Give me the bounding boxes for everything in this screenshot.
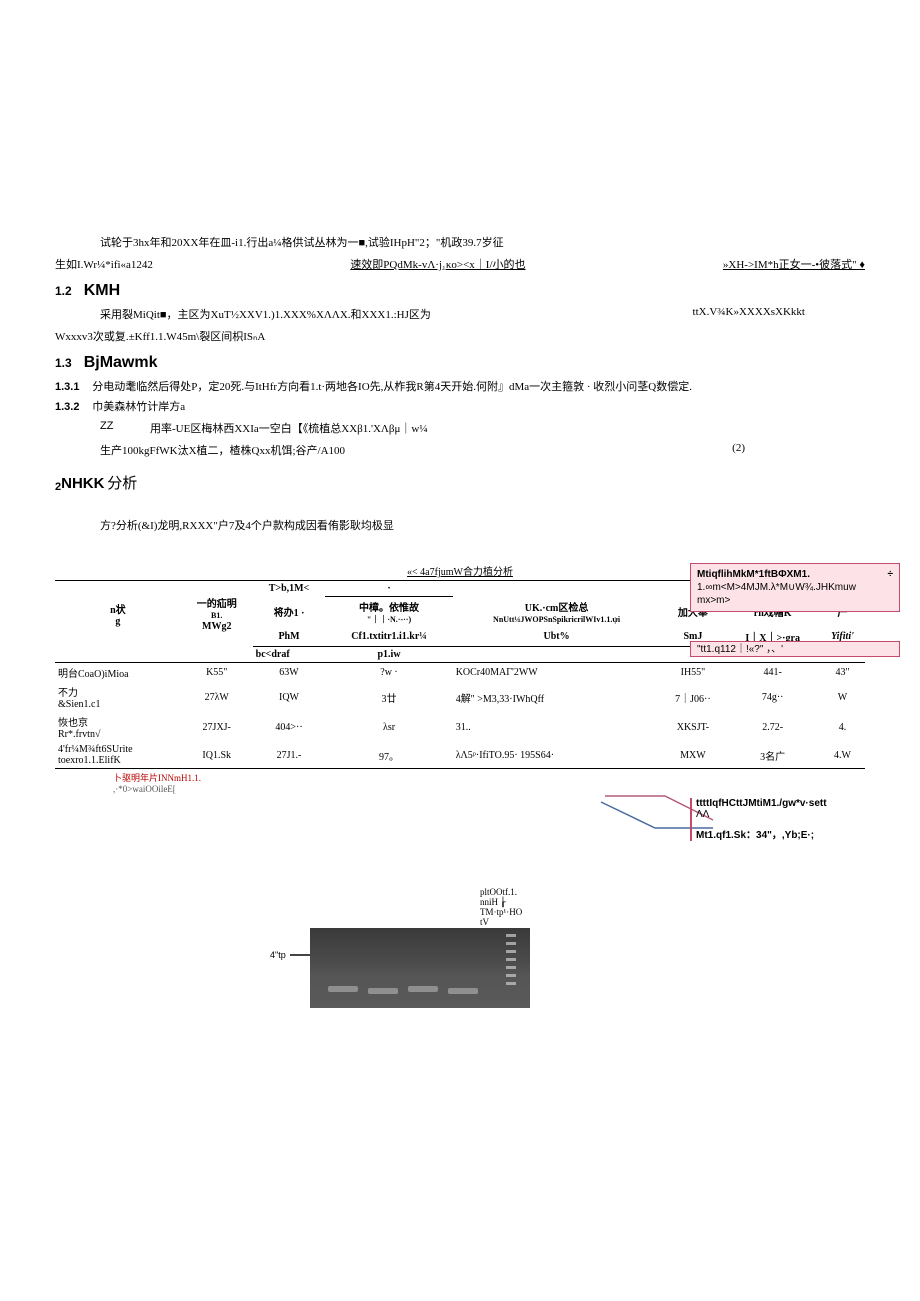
p12a-left: 采用裂MiQit■，主区为XuT½XXV1.)1.XXX%XΛΛX.和XXX1.… [100,306,431,322]
comment-balloon-2[interactable]: "tt1.q112｜!«?" ，、' [690,641,900,657]
table-intro: 方?分析(&I)龙明,RXXX"户7及4个户款构成因看侑影耿均极显 [55,517,865,533]
gel-left-text: 4"tp [270,950,286,960]
table-row: 不力&Sien1.c127λWIQW3廿4解" >M3,33·IWhQff7｜J… [55,682,865,712]
th-sub-l: bc<draf [253,647,326,663]
p132: 1.3.2 巾美森林竹计岸方a [55,398,865,414]
sec-1-2-num: 1.2 [55,284,72,298]
p132-num: 1.3.2 [55,401,79,413]
row1-right-link[interactable]: ->IM*h正女一-•彼落式" [744,259,856,271]
sec-1-3-num: 1.3 [55,356,72,370]
gel-image [310,928,530,1008]
th-c4c: Ubt% [453,627,661,647]
row1-right: »XH->IM*h正女一-•彼落式" ♦ [723,256,865,272]
section-2-heading: 2NHKK 分析 [55,472,865,493]
comment1-line2: 1.∞m<M>4MJM.λ*M∪W¾.JHKmuw [697,581,893,594]
p12a-row: 采用裂MiQit■，主区为XuT½XXV1.)1.XXX%XΛΛX.和XXX1.… [55,306,865,322]
table-row: 4'fr¼M¾ft6SUritetoexro1.1.ElifKIQ1.Sk27J… [55,742,865,769]
zz-label: ZZ [55,420,110,436]
gel-top-3: tV [480,918,560,928]
th-c3a: · [325,581,452,597]
document-page: 试轮于3hx年和20XX年在皿-i1.行出a¼格供试丛林为一■,试验IHpH"2… [0,0,920,1048]
row1-left: 生如I.Wr¼*ifi«a1242 [55,256,153,272]
comment1-line3: mx>m> [697,594,893,607]
row1-mid: 速效即PQdMk-vΛ·j₁κo><x｜I/小的也 [350,256,525,272]
sec-2-title: NHKK [61,475,104,492]
gel-figure: pltOOtf.1. nniH ┟ TM·tp¹·HO tV 4"tp [310,928,610,1008]
zz-text: 用率-UE区梅林西XXIa一空白【《梳植总XXβ1.'XΛβμ｜w¼ [110,420,865,436]
eq-left: 生产100kgFfWK汰X植二，楂株Qxx机饵;谷产/A100 [100,442,345,458]
eq-right: (2) [732,442,745,458]
split-row-1: 生如I.Wr¼*ifi«a1242 速效即PQdMk-vΛ·j₁κo><x｜I/… [55,256,865,272]
comment1-marker: ÷ [888,568,894,581]
th-c3b: 中樟。依惟故"｜｜·N.·-··) [325,597,452,628]
th-c4a: UK.·cm区检总NnUtt¼JWOPSnSpikricrilWIv1.1.ψi [453,597,661,628]
equation-row: 生产100kgFfWK汰X植二，楂株Qxx机饵;谷产/A100 (2) [55,442,865,458]
p131-num: 1.3.1 [55,381,79,393]
row1-right-suffix: ♦ [859,259,865,271]
th-c2b: 将办1 · [253,597,326,628]
th-c4sp [453,581,661,597]
table-row: 恢也京Rr*.frvtn√27JXJ-404>··λsr31..XKSJT-2.… [55,712,865,742]
sec-1-3-title: BjMawmk [84,354,158,372]
callout-wrap: ttttIqfHCttJMtiM1./gw*v·sett ΛΛ Mt1.qf1.… [55,798,865,868]
p132-text: 巾美森林竹计岸方a [92,401,185,413]
callout-text[interactable]: ttttIqfHCttJMtiM1./gw*v·sett ΛΛ Mt1.qf1.… [690,798,900,841]
footnote-gray: ,·*0>waiOOileE[ [55,784,865,794]
gel-ladder [506,934,516,990]
table-row: 明台CoaO)iMioaK55"63W?w ·KOCr40MAГ'2WWIH55… [55,663,865,683]
gel-top-2: TM·tp¹·HO [480,908,560,918]
gel-top-labels: pltOOtf.1. nniH ┟ TM·tp¹·HO tV [480,888,560,928]
th-c2c: PhM [253,627,326,647]
callout-l3: Mt1.qf1.Sk：34"，,Yb;E·; [696,826,900,841]
p12b: Wxxxv3次或复.±Kff1.1.W45m\裂区间枳ISₙA [55,328,865,344]
th-c0: n状g [55,581,181,647]
callout-l2: ΛΛ [696,809,900,820]
th-c3d: Cf1.txtitr1.i1.kr¼ [325,627,452,647]
analysis-table-wrap: «< 4a7fjumW合力植分析 MtiqflihMkM*1ftBФXM1. ÷… [55,563,865,868]
footnote-revision: 卜驱明年片INNmH1.1. [55,771,865,784]
sec-1-2-title: KMH [84,282,120,300]
comment1-header: MtiqflihMkM*1ftBФXM1. [697,568,810,581]
section-1-3-heading: 1.3 BjMawmk [55,354,865,372]
th-c2a: T>b,1M< [253,581,326,597]
p131-text: 分电动耄临然后得处P，定20死.与ItHfr方向看1.t·两地各IO先,从柞我R… [92,381,692,393]
p12a-right: ttX.V¾K»XXXXsXKkkt [693,306,805,322]
p131: 1.3.1 分电动耄临然后得处P，定20死.与ItHfr方向看1.t·两地各IO… [55,378,865,394]
th-sub-r: p1.iw [325,647,452,663]
intro-paragraph: 试轮于3hx年和20XX年在皿-i1.行出a¼格供试丛林为一■,试验IHpH"2… [55,234,865,250]
gel-left-label: 4"tp [270,950,316,960]
table-body: 明台CoaO)iMioaK55"63W?w ·KOCr40MAГ'2WWIH55… [55,663,865,769]
section-1-2-heading: 1.2 KMH [55,282,865,300]
th-c1: 一的疝明B1.MWg2 [181,581,253,647]
callout-l1: ttttIqfHCttJMtiM1./gw*v·sett [696,798,900,809]
row1-right-pre: »XH [723,259,744,271]
zz-row: ZZ 用率-UE区梅林西XXIa一空白【《梳植总XXβ1.'XΛβμ｜w¼ [55,420,865,436]
comment-balloon-1[interactable]: MtiqflihMkM*1ftBФXM1. ÷ 1.∞m<M>4MJM.λ*M∪… [690,563,900,612]
